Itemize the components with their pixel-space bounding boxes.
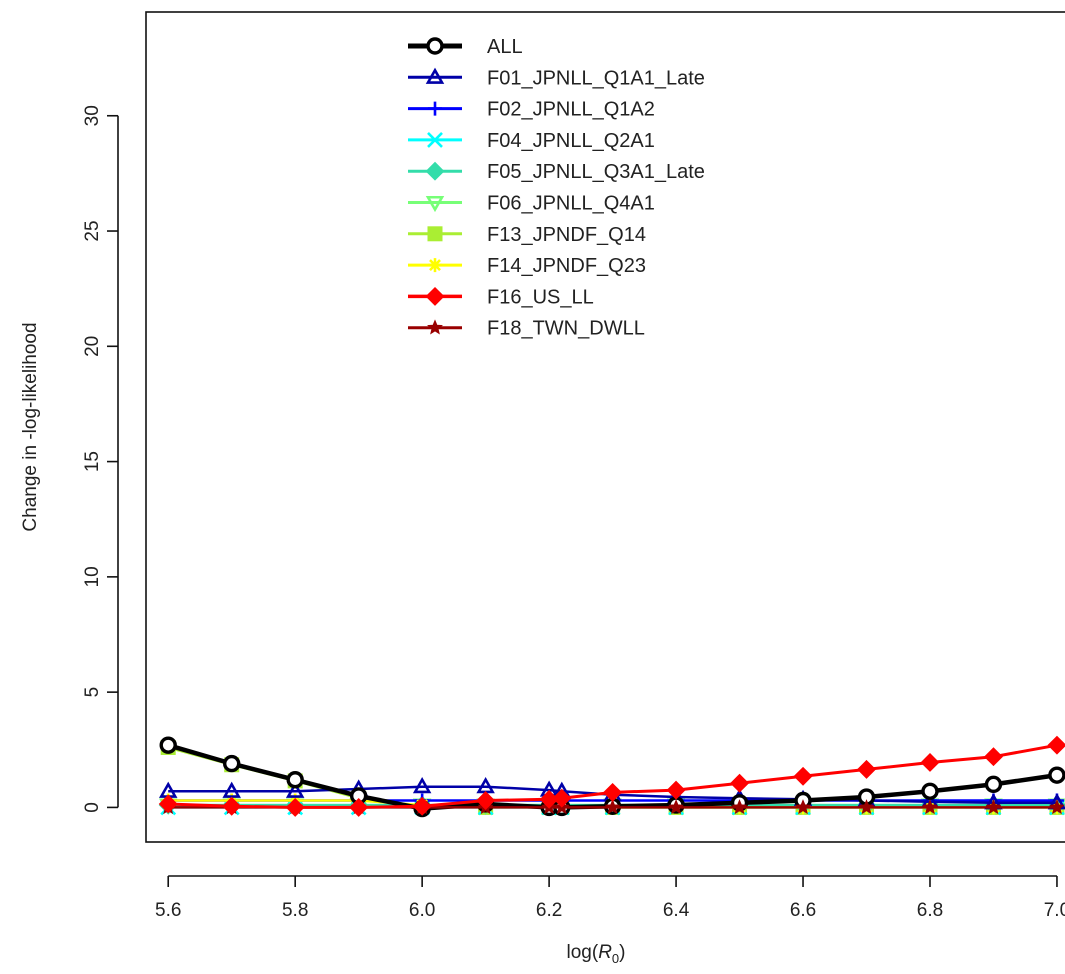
data-point (985, 799, 1002, 815)
data-point (1047, 735, 1065, 755)
y-tick-label: 20 (82, 336, 103, 357)
y-tick-label: 0 (82, 802, 103, 813)
x-axis: 5.6 5.8 6.0 6.2 6.4 6.6 6.8 7.0 (155, 875, 1065, 921)
x-axis-label: log(R0) (567, 942, 626, 966)
data-point (857, 759, 876, 779)
x-tick-label: 5.6 (155, 900, 181, 921)
series-layer (158, 735, 1065, 818)
x-tick-label: 6.2 (536, 900, 562, 921)
legend-swatch-marker (425, 286, 445, 306)
data-point (920, 752, 940, 772)
legend-label: ALL (487, 36, 523, 58)
legend-entry: F02_JPNLL_Q1A2 (408, 99, 655, 121)
legend-swatch-marker (425, 67, 445, 84)
legend-swatch-marker (428, 258, 442, 273)
data-point (793, 766, 813, 786)
data-point (285, 797, 305, 817)
data-point (286, 771, 304, 789)
x-tick-label: 7.0 (1044, 900, 1065, 921)
legend-label: F18_TWN_DWLL (487, 318, 645, 340)
data-point (795, 799, 811, 815)
y-tick-label: 25 (82, 220, 103, 241)
data-point (604, 799, 621, 815)
series-F16_US_LL (158, 735, 1065, 817)
legend: ALL F01_JPNLL_Q1A1_Late F02_JPNLL_Q1A2 F04_… (408, 36, 705, 340)
data-point (159, 736, 177, 754)
legend-swatch-marker (427, 319, 443, 335)
legend-swatch-marker (427, 131, 443, 148)
data-point (984, 747, 1003, 767)
plot-frame (145, 11, 1065, 843)
data-point (349, 797, 369, 817)
y-axis-label: Change in -log-likelihood (20, 322, 41, 531)
data-point (1049, 799, 1065, 815)
y-tick-label: 5 (82, 687, 103, 698)
data-point (1048, 766, 1065, 784)
legend-label: F13_JPNDF_Q14 (487, 224, 646, 246)
data-point (222, 754, 241, 773)
x-axis-label-suffix: ) (619, 942, 625, 963)
x-tick-label: 6.8 (917, 900, 943, 921)
legend-entry: F14_JPNDF_Q23 (408, 255, 646, 277)
data-point (476, 791, 496, 810)
legend-entry: F06_JPNLL_Q4A1 (408, 193, 655, 215)
data-point (730, 773, 750, 793)
data-point (666, 780, 686, 800)
legend-swatch-marker (425, 161, 445, 181)
y-axis: 0 5 10 15 20 25 30 (82, 105, 119, 813)
data-point (552, 788, 572, 808)
y-tick-label: 30 (82, 105, 103, 126)
data-point (603, 782, 623, 802)
data-point (285, 781, 305, 798)
y-tick-label: 15 (82, 451, 103, 472)
data-point (858, 799, 875, 815)
data-point (668, 799, 684, 815)
legend-swatch-marker (426, 37, 444, 55)
x-tick-label: 6.0 (409, 900, 435, 921)
data-point (921, 782, 939, 800)
data-point (412, 796, 432, 816)
x-tick-label: 6.4 (663, 900, 690, 921)
x-axis-label-prefix: log( (567, 942, 599, 963)
legend-swatch-marker (427, 226, 443, 242)
legend-entry: F18_TWN_DWLL (408, 318, 645, 340)
legend-label: F14_JPNDF_Q23 (487, 255, 646, 277)
legend-entry: F01_JPNLL_Q1A1_Late (408, 67, 705, 89)
data-point (412, 777, 432, 794)
legend-entry: F16_US_LL (408, 286, 594, 308)
x-axis-label-symbol: R (598, 942, 612, 963)
y-tick-label: 10 (82, 566, 103, 587)
legend-label: F16_US_LL (487, 286, 594, 308)
legend-entry: F04_JPNLL_Q2A1 (408, 130, 655, 152)
legend-entry: F05_JPNLL_Q3A1_Late (408, 161, 705, 183)
data-point (158, 794, 178, 814)
data-point (731, 799, 748, 815)
data-point (222, 796, 242, 816)
legend-entry: ALL (408, 36, 523, 58)
x-tick-label: 5.8 (282, 900, 308, 921)
data-point (922, 799, 938, 815)
series-line (168, 743, 1058, 809)
x-axis-label-subscript: 0 (612, 951, 619, 966)
x-tick-label: 6.6 (790, 900, 816, 921)
legend-label: F01_JPNLL_Q1A1_Late (487, 67, 705, 89)
legend-label: F02_JPNLL_Q1A2 (487, 99, 655, 121)
data-point (222, 781, 241, 798)
legend-label: F05_JPNLL_Q3A1_Late (487, 161, 705, 183)
legend-label: F06_JPNLL_Q4A1 (487, 193, 655, 215)
legend-swatch-marker (425, 195, 445, 213)
legend-swatch-marker (428, 101, 442, 116)
data-point (984, 775, 1003, 794)
legend-entry: F13_JPNDF_Q14 (408, 224, 646, 246)
legend-label: F04_JPNLL_Q2A1 (487, 130, 655, 152)
